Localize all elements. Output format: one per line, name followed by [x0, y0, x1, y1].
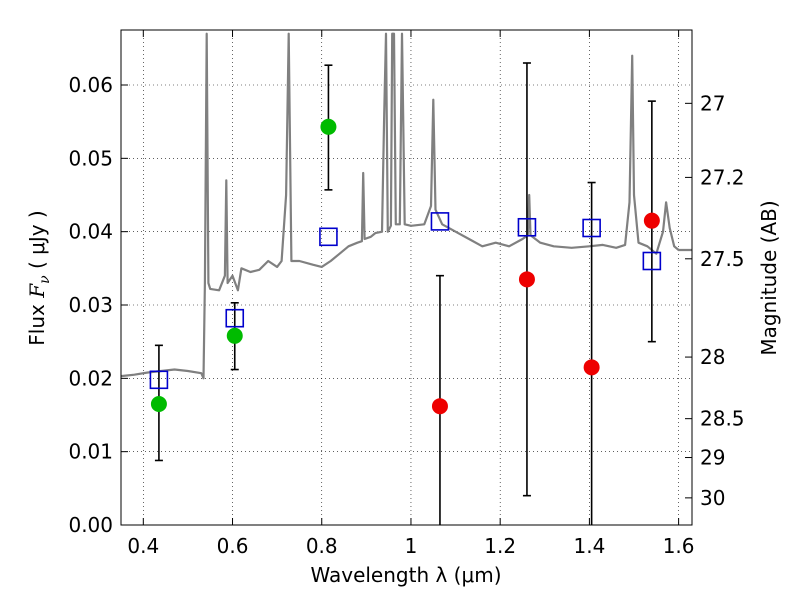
y-axis-label-symbol: F — [25, 283, 49, 299]
x-tick-label: 1.2 — [484, 534, 516, 558]
y2-tick-label: 27.5 — [700, 247, 745, 271]
y-axis-label-prefix: Flux — [25, 298, 49, 346]
y-tick-label: 0.04 — [68, 220, 113, 244]
y-tick-label: 0.06 — [68, 73, 113, 97]
x-tick-label: 1.4 — [573, 534, 605, 558]
marker-model-photometry — [149, 370, 169, 390]
marker-model-photometry — [430, 212, 450, 231]
y-tick-label: 0.02 — [68, 366, 113, 390]
y2-tick-label: 28 — [700, 345, 725, 369]
x-tick-label: 0.4 — [127, 534, 159, 558]
y-axis-label-suffix: ( μJy ) — [25, 210, 49, 275]
marker-detections — [226, 327, 243, 344]
marker-model-photometry — [582, 218, 601, 238]
marker-non-detections — [643, 212, 660, 229]
marker-model-photometry — [319, 227, 338, 247]
marker-model-photometry — [517, 217, 537, 237]
y-axis-label: Flux Fν ( μJy ) — [25, 210, 53, 345]
x-tick-label: 0.6 — [217, 534, 249, 558]
y-tick-label: 0.01 — [68, 440, 113, 464]
x-tick-label: 1 — [405, 534, 418, 558]
y2-tick-label: 29 — [700, 446, 725, 470]
marker-model-photometry — [642, 251, 662, 271]
series-model-spectrum — [121, 32, 692, 380]
plot-frame — [120, 29, 693, 526]
marker-detections — [150, 396, 167, 412]
y-tick-label: 0.03 — [68, 293, 113, 317]
plot-content — [121, 32, 692, 380]
x-axis-label: Wavelength λ (μm) — [310, 563, 501, 587]
axes: 0.4 0.6 0.8 1 1.2 1.4 1.6 0.00 0.01 0.02 0.03 0.04 0… — [68, 30, 745, 558]
y2-tick-label: 27.2 — [700, 165, 745, 189]
marker-non-detections — [583, 359, 600, 376]
y2-axis-label: Magnitude (AB) — [757, 200, 781, 355]
y-tick-label: 0.05 — [68, 146, 113, 170]
plot-area — [121, 30, 692, 525]
y-tick-label: 0.00 — [68, 513, 113, 537]
marker-detections — [320, 118, 337, 135]
x-tick-label: 1.6 — [663, 534, 695, 558]
marker-non-detections — [431, 398, 448, 415]
x-tick-label: 0.8 — [306, 534, 338, 558]
marker-model-photometry — [225, 308, 245, 328]
markers — [149, 118, 662, 415]
grid — [121, 30, 692, 526]
y-axis-label-subscript: ν — [37, 275, 53, 284]
marker-non-detections — [518, 271, 535, 288]
y2-tick-label: 30 — [700, 486, 725, 510]
y2-tick-label: 28.5 — [700, 407, 745, 431]
y2-tick-label: 27 — [700, 91, 725, 115]
